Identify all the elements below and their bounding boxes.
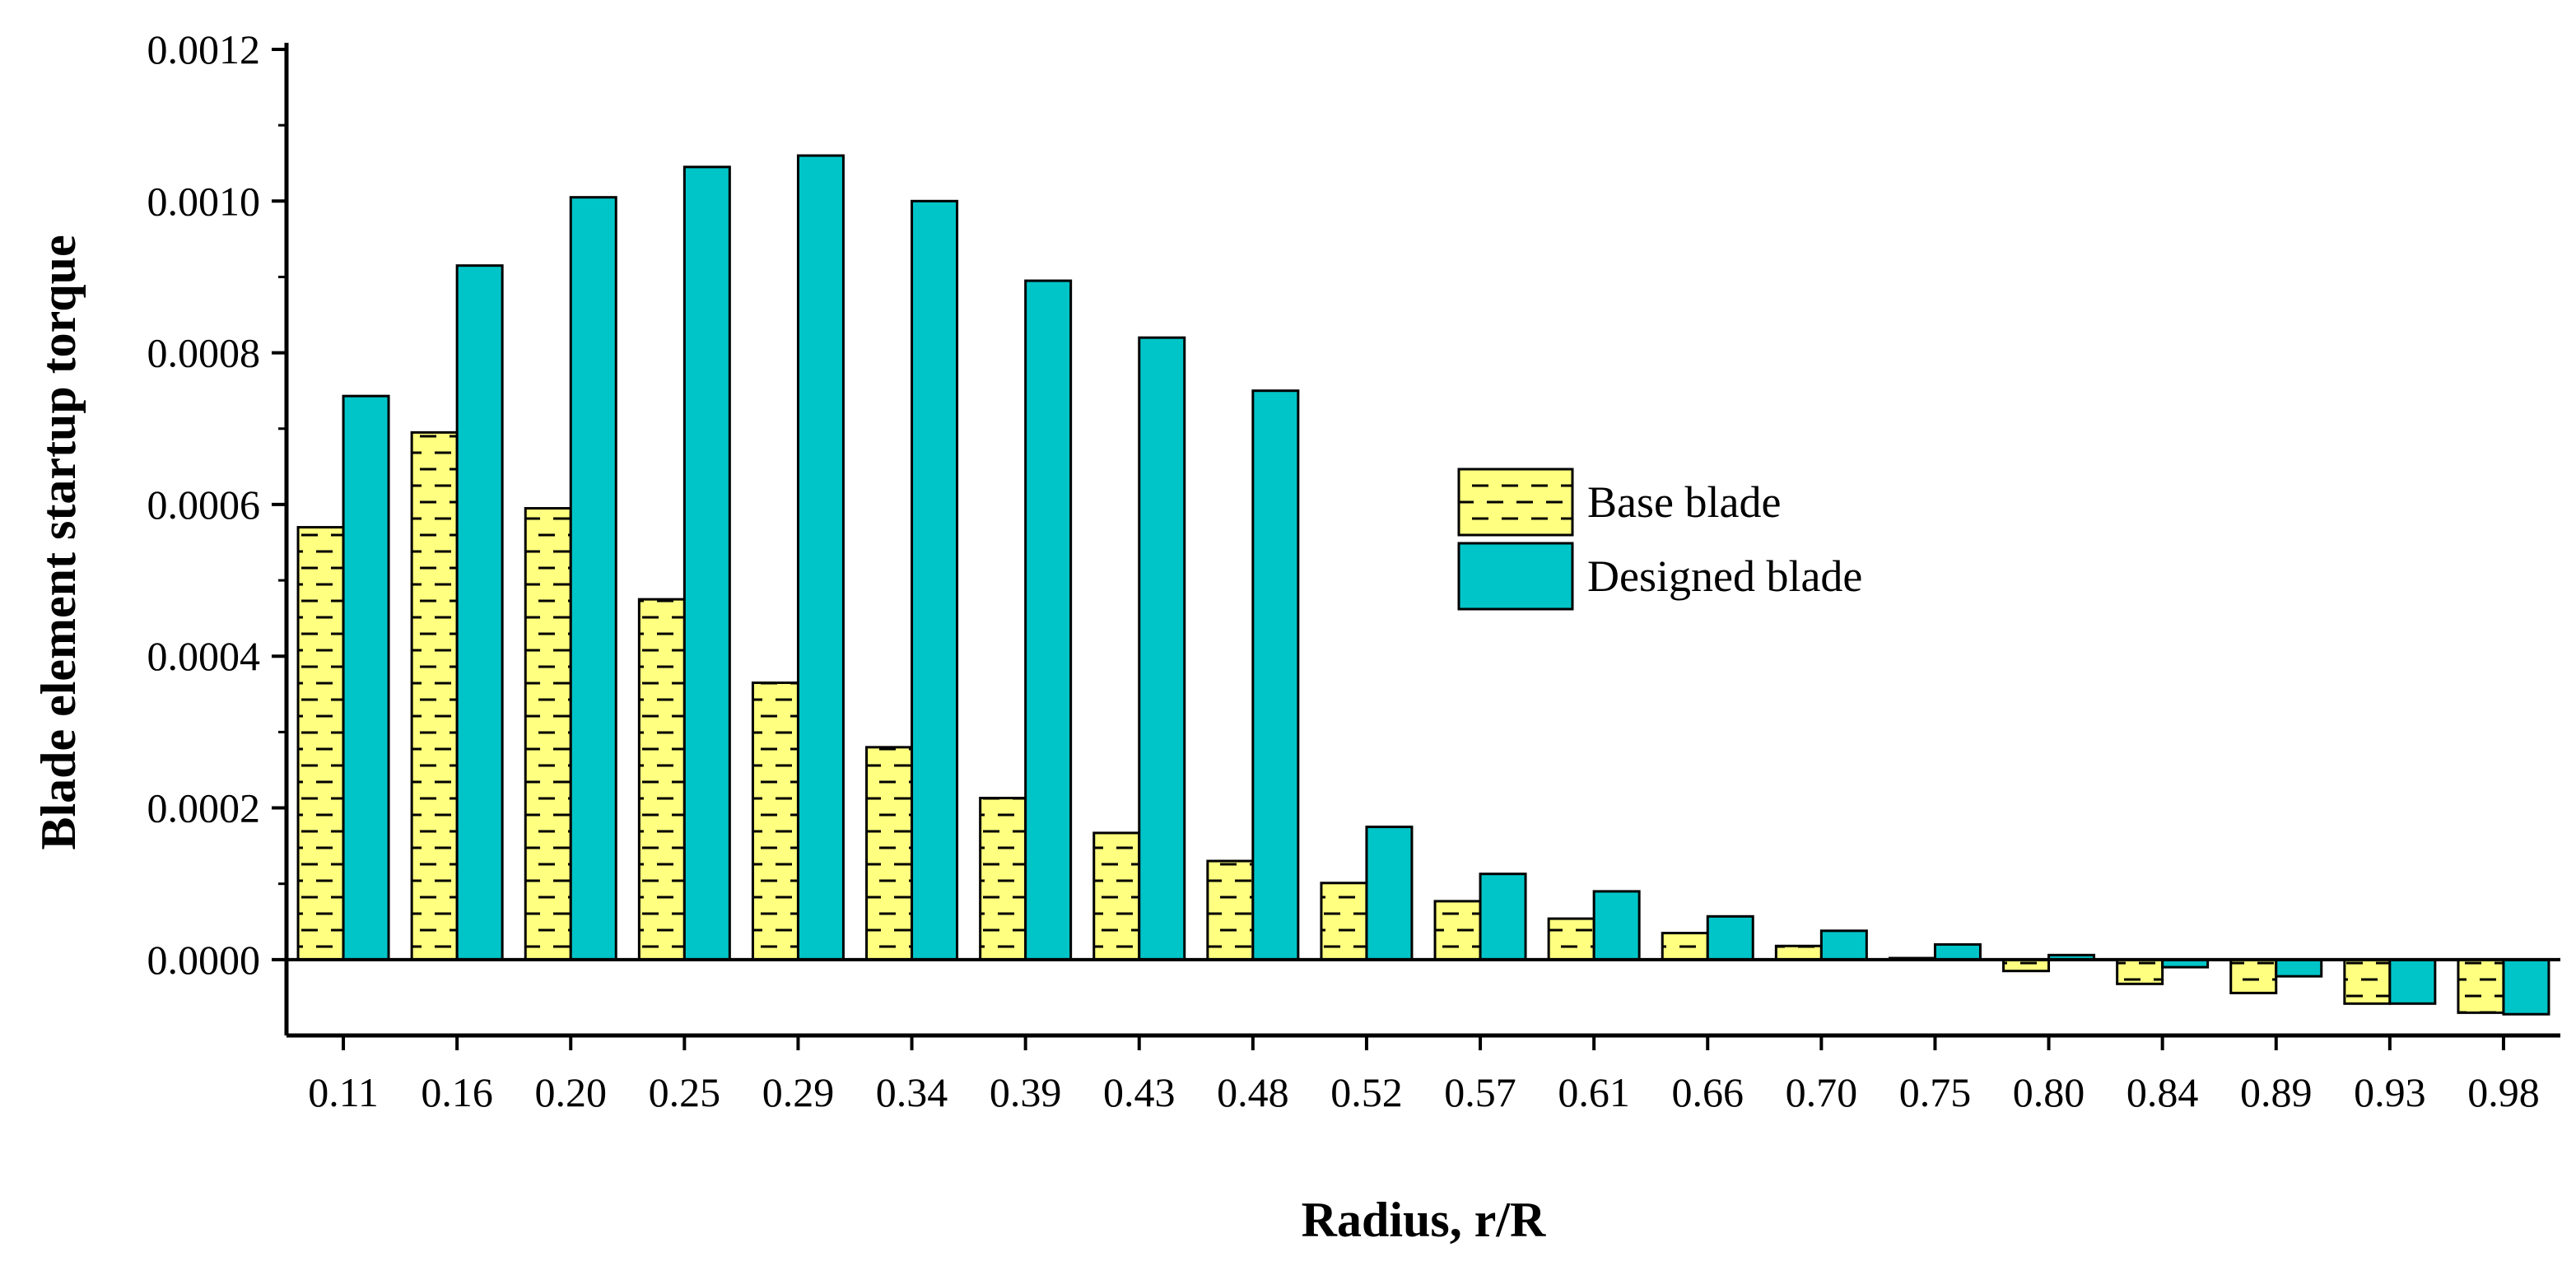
bar-designed-blade-0.39 bbox=[1024, 279, 1073, 961]
bar-designed-blade-0.43 bbox=[1138, 336, 1186, 961]
bar-base-blade-0.66 bbox=[1661, 932, 1709, 961]
x-tick-label: 0.29 bbox=[762, 1069, 835, 1115]
x-axis-title: Radius, r/R bbox=[1302, 1193, 1546, 1247]
bar-designed-blade-0.48 bbox=[1251, 389, 1300, 961]
bar-base-blade-0.20 bbox=[524, 507, 572, 961]
legend: Base blade Designed blade bbox=[1457, 468, 1862, 611]
bar-designed-blade-0.61 bbox=[1592, 890, 1641, 961]
legend-swatch-base-blade bbox=[1457, 468, 1574, 537]
x-tick-label: 0.75 bbox=[1899, 1069, 1972, 1115]
bar-base-blade-0.52 bbox=[1320, 882, 1368, 961]
y-tick-label: 0.0012 bbox=[147, 26, 261, 72]
bar-base-blade-0.29 bbox=[751, 681, 799, 961]
y-axis-title: Blade element startup torque bbox=[31, 235, 86, 849]
bar-base-blade-0.16 bbox=[410, 430, 459, 961]
x-tick-label: 0.39 bbox=[990, 1069, 1062, 1115]
bar-designed-blade-0.57 bbox=[1479, 872, 1527, 961]
bar-base-blade-0.89 bbox=[2229, 958, 2278, 994]
bar-base-blade-0.98 bbox=[2457, 958, 2505, 1014]
bar-base-blade-0.80 bbox=[2002, 958, 2051, 973]
bar-designed-blade-0.29 bbox=[796, 154, 845, 961]
bar-designed-blade-0.34 bbox=[911, 199, 959, 961]
bar-designed-blade-0.66 bbox=[1706, 914, 1754, 961]
legend-label-base-blade: Base blade bbox=[1587, 477, 1781, 527]
legend-swatch-designed-blade bbox=[1457, 542, 1574, 611]
legend-label-designed-blade: Designed blade bbox=[1587, 551, 1862, 601]
bar-designed-blade-0.75 bbox=[1933, 942, 1982, 961]
x-tick-label: 0.48 bbox=[1217, 1069, 1289, 1115]
x-tick-label: 0.34 bbox=[876, 1069, 948, 1115]
bar-designed-blade-0.98 bbox=[2502, 958, 2550, 1016]
x-tick-label: 0.70 bbox=[1786, 1069, 1858, 1115]
y-tick-label: 0.0002 bbox=[147, 785, 261, 831]
x-tick-label: 0.20 bbox=[535, 1069, 608, 1115]
x-tick-label: 0.80 bbox=[2013, 1069, 2085, 1115]
bar-base-blade-0.48 bbox=[1206, 859, 1255, 961]
y-tick-label: 0.0000 bbox=[147, 937, 261, 983]
bar-base-blade-0.34 bbox=[865, 746, 914, 961]
x-tick-label: 0.25 bbox=[649, 1069, 721, 1115]
bar-base-blade-0.84 bbox=[2116, 958, 2164, 985]
bar-base-blade-0.43 bbox=[1092, 831, 1141, 961]
x-tick-label: 0.57 bbox=[1444, 1069, 1516, 1115]
x-tick-label: 0.66 bbox=[1672, 1069, 1745, 1115]
x-tick-label: 0.84 bbox=[2126, 1069, 2199, 1115]
bar-base-blade-0.93 bbox=[2343, 958, 2392, 1005]
bar-designed-blade-0.16 bbox=[455, 264, 504, 961]
bar-base-blade-0.70 bbox=[1774, 944, 1823, 961]
bar-base-blade-0.57 bbox=[1433, 900, 1482, 961]
x-tick-label: 0.61 bbox=[1558, 1069, 1630, 1115]
x-tick-label: 0.11 bbox=[308, 1069, 379, 1115]
bar-designed-blade-0.25 bbox=[682, 165, 731, 961]
bar-designed-blade-0.52 bbox=[1365, 826, 1414, 961]
bar-designed-blade-0.20 bbox=[569, 196, 617, 961]
x-tick-label: 0.43 bbox=[1103, 1069, 1176, 1115]
bar-designed-blade-0.11 bbox=[342, 394, 390, 961]
x-tick-label: 0.16 bbox=[421, 1069, 493, 1115]
x-axis: 0.11 0.16 0.20 0.25 0.29 0.34 0.39 0.43 0.48 0.52… bbox=[286, 1033, 2560, 1115]
y-axis: 0.0000 0.0002 0.0004 0.0006 0.0008 0.0010 0.00… bbox=[147, 26, 289, 1035]
y-tick-label: 0.0006 bbox=[147, 482, 261, 528]
bar-base-blade-0.61 bbox=[1547, 917, 1595, 961]
x-tick-label: 0.98 bbox=[2467, 1069, 2540, 1115]
bar-base-blade-0.25 bbox=[637, 598, 686, 961]
x-tick-label: 0.93 bbox=[2354, 1069, 2426, 1115]
y-tick-label: 0.0004 bbox=[147, 633, 261, 679]
x-tick-label: 0.89 bbox=[2240, 1069, 2313, 1115]
bar-designed-blade-0.70 bbox=[1819, 929, 1868, 961]
bar-designed-blade-0.89 bbox=[2275, 958, 2323, 978]
bar-base-blade-0.11 bbox=[296, 526, 345, 961]
y-tick-label: 0.0010 bbox=[147, 178, 261, 224]
plot-area bbox=[286, 154, 2560, 1016]
bar-base-blade-0.39 bbox=[979, 797, 1027, 961]
x-tick-label: 0.52 bbox=[1330, 1069, 1403, 1115]
bar-designed-blade-0.93 bbox=[2388, 958, 2437, 1005]
y-tick-label: 0.0008 bbox=[147, 330, 261, 376]
